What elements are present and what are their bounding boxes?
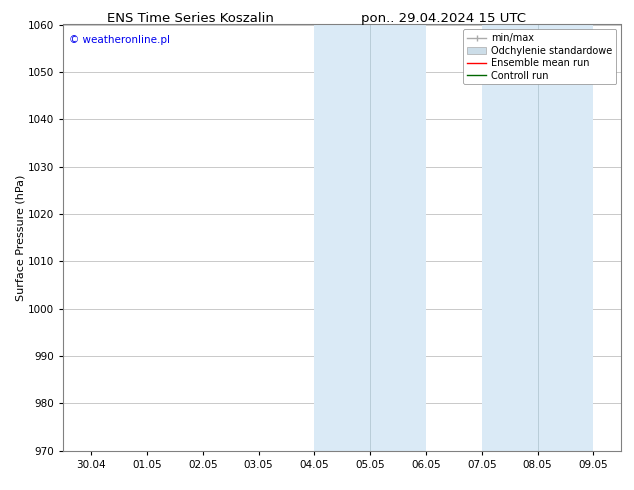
Text: © weatheronline.pl: © weatheronline.pl (69, 35, 170, 45)
Legend: min/max, Odchylenie standardowe, Ensemble mean run, Controll run: min/max, Odchylenie standardowe, Ensembl… (463, 29, 616, 84)
Bar (314, 24, 426, 451)
Text: ENS Time Series Koszalin: ENS Time Series Koszalin (107, 12, 274, 25)
Bar (482, 24, 593, 451)
Y-axis label: Surface Pressure (hPa): Surface Pressure (hPa) (15, 174, 25, 301)
Text: pon.. 29.04.2024 15 UTC: pon.. 29.04.2024 15 UTC (361, 12, 526, 25)
